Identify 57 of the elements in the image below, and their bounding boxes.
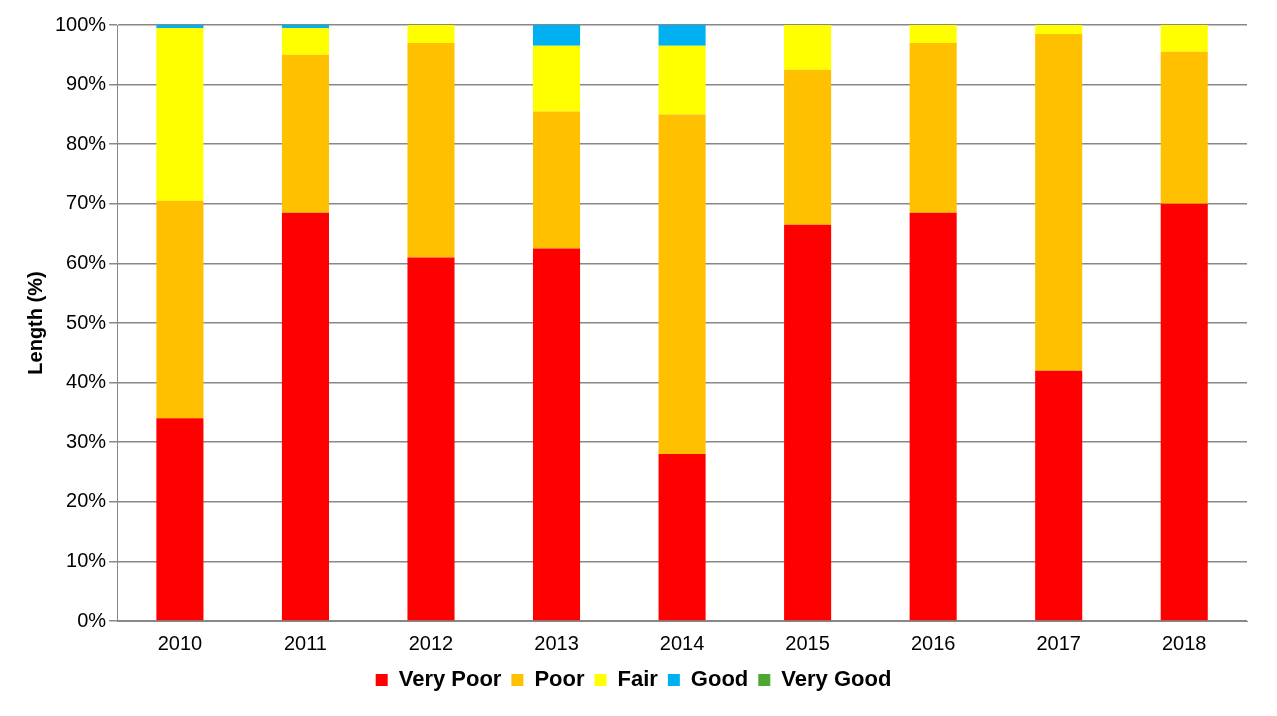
bar <box>909 42 957 213</box>
x-tick-label: 2010 <box>157 631 203 654</box>
y-tick-label: 90% <box>66 72 107 95</box>
x-tick-label: 2016 <box>910 631 956 654</box>
bar <box>784 25 832 70</box>
bar <box>1035 25 1083 34</box>
bar <box>658 45 706 115</box>
legend-label: Very Poor <box>398 666 502 692</box>
bar <box>1160 51 1208 204</box>
y-tick-label: 10% <box>66 548 107 571</box>
bar <box>1035 370 1083 621</box>
bar <box>533 111 581 249</box>
y-tick-label: 0% <box>77 608 107 631</box>
legend-label: Good <box>690 666 749 692</box>
bar <box>658 454 706 621</box>
bar <box>156 418 204 621</box>
bar <box>407 257 455 621</box>
y-tick-label: 60% <box>66 250 107 273</box>
y-axis-title: Length (%) <box>23 271 46 375</box>
bar <box>784 224 832 621</box>
x-tick-label: 2018 <box>1161 631 1207 654</box>
legend-label: Poor <box>534 666 585 692</box>
bar <box>1035 33 1083 371</box>
x-tick-label: 2015 <box>785 631 830 654</box>
bar <box>909 25 957 43</box>
x-tick-label: 2011 <box>283 631 327 654</box>
y-tick-label: 50% <box>66 310 107 333</box>
bar <box>533 45 581 112</box>
bar <box>658 25 706 46</box>
bar <box>156 27 204 201</box>
y-tick-label: 80% <box>66 131 107 154</box>
bar <box>156 25 204 28</box>
bar <box>658 114 706 455</box>
legend-label: Fair <box>617 666 659 692</box>
bar <box>281 27 329 55</box>
bar <box>909 212 957 621</box>
y-tick-label: 20% <box>66 489 107 512</box>
bar <box>407 25 455 43</box>
y-tick-label: 30% <box>66 429 107 452</box>
x-tick-label: 2014 <box>659 631 705 654</box>
bar <box>1160 203 1208 621</box>
bar <box>156 200 204 419</box>
x-tick-label: 2017 <box>1036 631 1081 654</box>
bar <box>533 25 581 46</box>
bar <box>281 212 329 621</box>
y-tick-label: 70% <box>66 191 107 214</box>
y-tick-label: 100% <box>55 12 107 35</box>
bar <box>533 248 581 621</box>
bar <box>281 25 329 28</box>
legend-label: Very Good <box>781 666 892 692</box>
bar <box>784 69 832 225</box>
y-tick-label: 40% <box>66 370 107 393</box>
bar <box>281 54 329 213</box>
x-tick-label: 2013 <box>534 631 579 654</box>
bar <box>1160 25 1208 52</box>
x-tick-label: 2012 <box>408 631 454 654</box>
bar <box>407 42 455 258</box>
